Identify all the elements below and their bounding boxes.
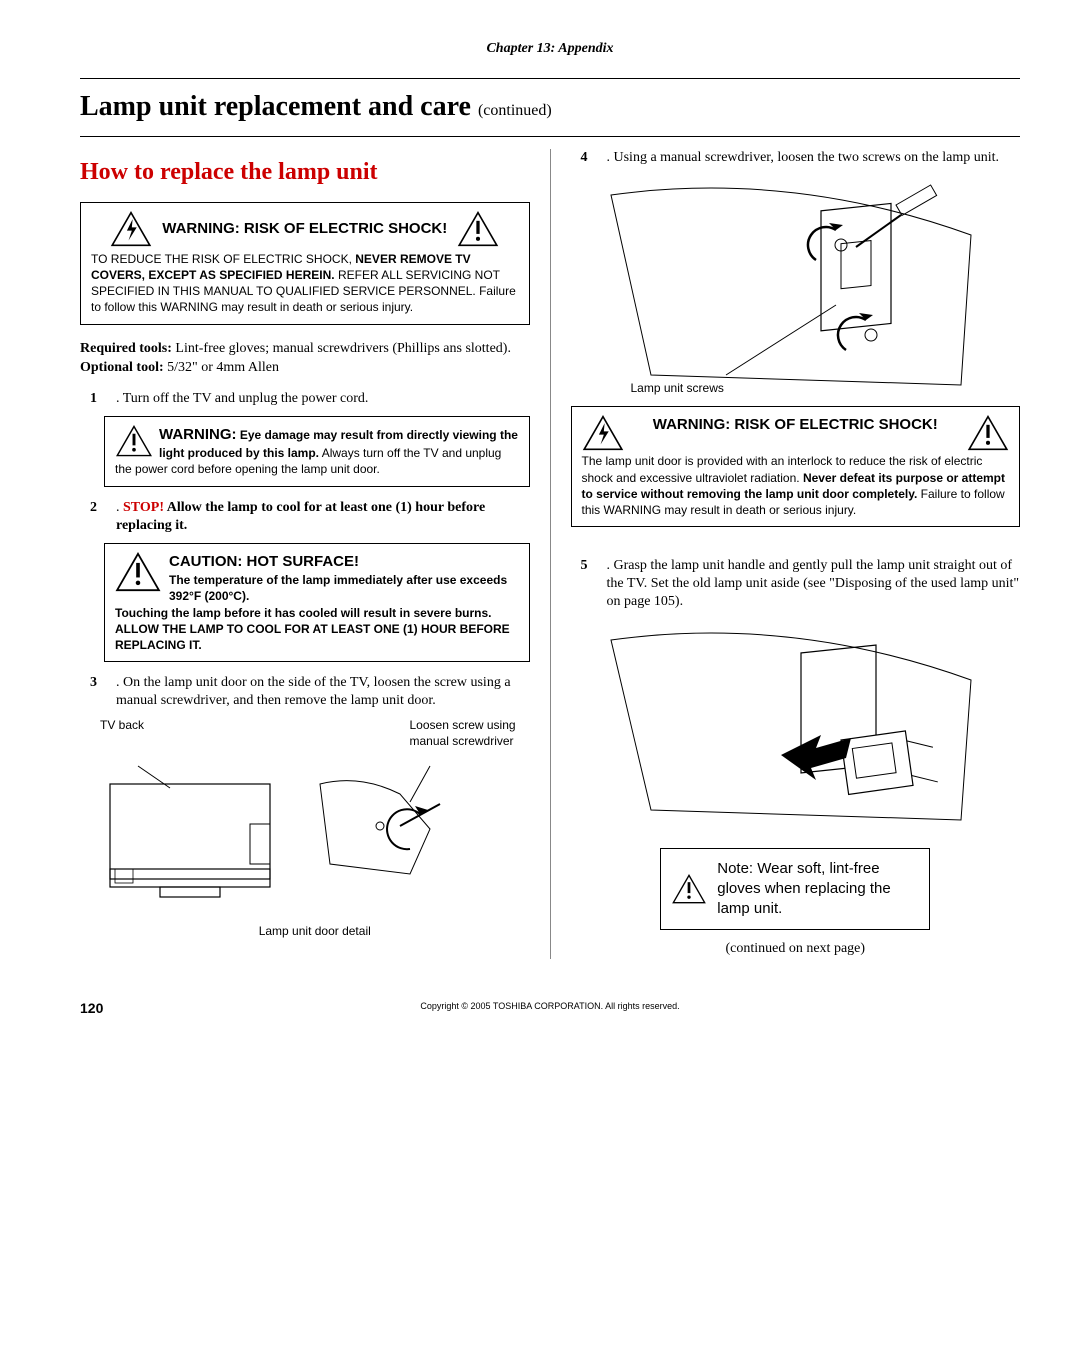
warning-interlock: WARNING: RISK OF ELECTRIC SHOCK! The lam… [571,406,1021,527]
interlock-title: WARNING: RISK OF ELECTRIC SHOCK! [632,415,960,435]
right-column: 4 . Using a manual screwdriver, loosen t… [571,149,1021,959]
lamp-door-illustration [100,754,500,924]
exclaim-triangle-icon [457,211,499,247]
bolt-triangle-icon [110,211,152,247]
title-continued: (continued) [478,102,552,119]
step-text: . Grasp the lamp unit handle and gently … [607,557,1021,612]
exclaim-triangle-icon [115,552,161,592]
remove-lamp-illustration [591,620,991,840]
rule-top [80,78,1020,79]
step-4: 4 . Using a manual screwdriver, loosen t… [581,149,1021,167]
bolt-triangle-icon [582,415,624,451]
warning-electric-shock: WARNING: RISK OF ELECTRIC SHOCK! TO REDU… [80,202,530,325]
step-num: 3 [90,674,108,710]
left-column: How to replace the lamp unit WARNING: RI… [80,149,530,959]
step-num: 2 [90,499,108,535]
figure-lamp-door: TV back Loosen screw using manual screwd… [100,718,530,939]
lamp-screws-illustration [591,175,991,405]
step-3: 3 . On the lamp unit door on the side of… [90,674,530,710]
fig-label-tvback: TV back [100,718,144,749]
two-column-layout: How to replace the lamp unit WARNING: RI… [80,149,1020,959]
fig-label-detail: Lamp unit door detail [100,924,530,940]
fig-label-loosen: Loosen screw using manual screwdriver [410,718,530,749]
optional-tool-label: Optional tool: [80,360,164,375]
fig2-label: Lamp unit screws [631,381,1021,397]
page-footer: 120 Copyright © 2005 TOSHIBA CORPORATION… [80,999,1020,1018]
step-text: . Using a manual screwdriver, loosen the… [607,149,1000,167]
page-title: Lamp unit replacement and care (continue… [80,89,1020,125]
caution-title: CAUTION: HOT SURFACE! [169,552,519,572]
step-text: . Turn off the TV and unplug the power c… [116,390,368,408]
rule-bottom [80,136,1020,137]
figure-remove-lamp [591,620,1021,840]
continued-next: (continued on next page) [571,940,1021,958]
step-5: 5 . Grasp the lamp unit handle and gentl… [581,557,1021,612]
warning-body: TO REDUCE THE RISK OF ELECTRIC SHOCK, NE… [91,251,519,316]
step2-lead: . [116,500,123,515]
copyright: Copyright © 2005 TOSHIBA CORPORATION. Al… [80,1001,1020,1013]
stop-word: STOP! [123,500,164,515]
step2-rest: Allow the lamp to cool for at least one … [116,500,485,533]
note-gloves: Note: Wear soft, lint-free gloves when r… [660,848,930,931]
eye-warning-box: WARNING: Eye damage may result from dire… [104,416,530,487]
step-1: 1 . Turn off the TV and unplug the power… [90,390,530,408]
step-text: . STOP! Allow the lamp to cool for at le… [116,499,530,535]
step-2: 2 . STOP! Allow the lamp to cool for at … [90,499,530,535]
exclaim-triangle-icon [115,425,153,457]
caution-hot-surface: CAUTION: HOT SURFACE! The temperature of… [104,543,530,662]
required-tools-text: Lint-free gloves; manual screwdrivers (P… [172,341,511,356]
section-heading: How to replace the lamp unit [80,157,530,188]
title-text: Lamp unit replacement and care [80,91,471,122]
warning-lead: TO REDUCE THE RISK OF ELECTRIC SHOCK, [91,252,355,266]
column-divider [550,149,551,959]
caution-line1: The temperature of the lamp immediately … [169,573,507,603]
required-tools: Required tools: Lint-free gloves; manual… [80,339,530,359]
step-num: 4 [581,149,599,167]
step-num: 1 [90,390,108,408]
caution-line2: Touching the lamp before it has cooled w… [115,606,510,652]
figure-lamp-screws: Lamp unit screws [591,175,1021,397]
optional-tool-text: 5/32" or 4mm Allen [164,360,279,375]
required-tools-label: Required tools: [80,341,172,356]
eye-warn-lead: WARNING: [159,426,237,443]
optional-tool: Optional tool: 5/32" or 4mm Allen [80,358,530,378]
exclaim-triangle-icon [671,874,707,904]
step-text: . On the lamp unit door on the side of t… [116,674,530,710]
chapter-header: Chapter 13: Appendix [80,40,1020,58]
exclaim-triangle-icon [967,415,1009,451]
step-num: 5 [581,557,599,612]
warning-title: WARNING: RISK OF ELECTRIC SHOCK! [162,219,447,239]
note-text: Note: Wear soft, lint-free gloves when r… [717,859,919,920]
